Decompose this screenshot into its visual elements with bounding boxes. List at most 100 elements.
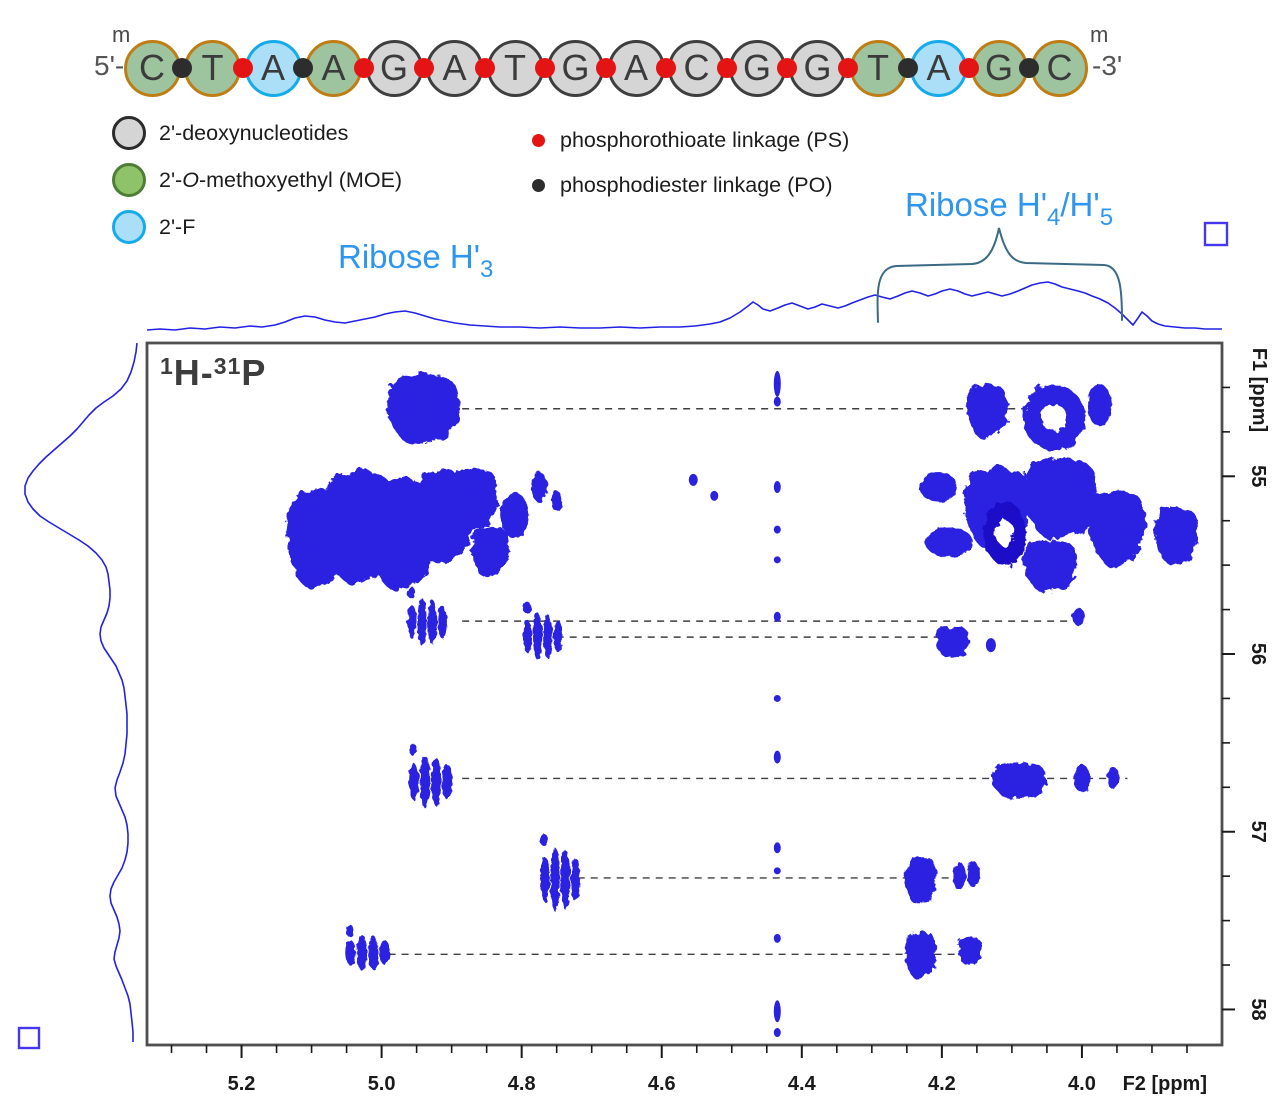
nmr-peak: [966, 861, 980, 888]
nucleotide-letter: A: [926, 47, 951, 88]
ribose-h3-annotation: Ribose H'3: [338, 238, 493, 283]
moe-circle-swatch: [112, 163, 146, 197]
t1-noise-speck: [773, 867, 781, 875]
phosphorothioate-linkage-dot: [716, 58, 737, 78]
p-superscript: 31: [213, 353, 242, 379]
legend-label: phosphodiester linkage (PO): [560, 173, 833, 197]
ribose-h3-subscript: 3: [480, 256, 494, 283]
nucleotide-letter: C: [139, 47, 165, 88]
f2-tick-label: 4.0: [1068, 1073, 1096, 1095]
legend-item-moe: 2'-O-methoxyethyl (MOE): [112, 163, 402, 197]
t1-noise-speck: [773, 556, 781, 564]
legend-backbone-linkages: phosphorothioate linkage (PS) phosphodies…: [522, 128, 849, 218]
nmr-peak-donut: [983, 501, 1026, 566]
ribose-h45-text-2: /H': [1060, 186, 1100, 223]
t1-noise-speck: [773, 694, 781, 702]
nmr-peak-cluster: [957, 937, 982, 966]
f-circle-swatch: [112, 210, 146, 244]
nucleotide-15-G: G: [970, 39, 1028, 97]
nmr-peak-multiplet: [407, 586, 447, 647]
phosphorothioate-linkage-dot: [474, 58, 495, 78]
ribose-h45-annotation: Ribose H'4/H'5: [905, 186, 1113, 231]
legend-item-f: 2'-F: [112, 210, 402, 244]
t1-noise-speck: [773, 525, 781, 534]
f2-tick-label: 4.4: [788, 1073, 817, 1095]
legend-sugar-chemistry: 2'-deoxynucleotides 2'-O-methoxyethyl (MO…: [112, 116, 402, 257]
nmr-peak: [952, 862, 966, 891]
nmr-peak-multiplet: [345, 924, 390, 971]
plot-frame: [145, 341, 1224, 1047]
nmr-peak-cluster: [904, 856, 937, 905]
legend-item-deoxy: 2'-deoxynucleotides: [112, 116, 402, 150]
five-prime-methyl-label: m: [112, 22, 131, 47]
phosphorothioate-linkage-dot: [535, 58, 556, 78]
f1-axis: 55 56 57 58 F1 [ppm]: [1222, 348, 1270, 1021]
nucleotide-letter: C: [1046, 47, 1073, 88]
nucleotide-letter: G: [984, 47, 1013, 88]
phosphodiester-linkage-dot: [293, 58, 314, 78]
phosphorothioate-linkage-dot: [414, 58, 435, 78]
nucleotide-4-A: A: [305, 39, 362, 97]
legend-label: phosphorothioate linkage (PS): [560, 128, 850, 152]
phosphorothioate-linkage-dot: [958, 58, 979, 78]
nmr-peak-cluster: [966, 384, 1008, 439]
t1-noise-speck: [773, 1000, 781, 1023]
legend-label: 2'-deoxynucleotides: [159, 120, 349, 145]
ribose-h45-subscript-4: 4: [1047, 204, 1061, 231]
f2-tick-label: 5.0: [368, 1073, 396, 1095]
f2-tick-label: 4.6: [648, 1073, 676, 1095]
f1-projection-trace: [24, 342, 138, 1042]
nmr-peak: [531, 471, 548, 502]
experiment-type-label: 1H-31P: [160, 352, 266, 394]
t1-noise-speck: [773, 480, 781, 493]
f1-tick-label: 56: [1247, 643, 1269, 665]
nmr-peak: [551, 491, 563, 512]
peak-layer: [286, 370, 1198, 1038]
nmr-peak: [1103, 551, 1124, 568]
legend-label: 2'-O-methoxyethyl (MOE): [159, 167, 403, 192]
phosphorothioate-linkage-dot: [232, 58, 253, 78]
f2-tick-label: 4.2: [928, 1073, 956, 1095]
nmr-peak-multiplet: [540, 834, 580, 912]
legend-item-ps: phosphorothioate linkage (PS): [522, 128, 849, 153]
nucleotide-12-G: G: [789, 39, 846, 97]
nmr-peak-cluster: [1023, 455, 1097, 540]
t1-noise-speck: [773, 611, 781, 622]
nucleotide-letter: G: [379, 47, 408, 88]
legend-item-po: phosphodiester linkage (PO): [522, 173, 849, 198]
three-prime-methyl-label: m: [1090, 22, 1109, 47]
nucleotide-letter: T: [504, 47, 526, 88]
nmr-peak-cluster: [904, 930, 937, 980]
nmr-peak: [924, 527, 973, 558]
phosphorothioate-linkage-dot: [595, 58, 616, 78]
nmr-peak: [1072, 607, 1085, 626]
f1-tick-label: 57: [1247, 821, 1269, 843]
t1-noise-speck: [773, 750, 781, 764]
nmr-peak-multiplet: [522, 601, 563, 660]
nucleotide-letter: T: [201, 47, 224, 88]
t1-noise-speck: [773, 933, 781, 943]
annotation-marker-square-bottom-left: [17, 1026, 41, 1050]
five-prime-label: 5'-: [94, 50, 125, 81]
nmr-peak-cluster: [386, 372, 460, 445]
t1-noise-speck: [773, 842, 781, 854]
f2-tick-label: 5.2: [228, 1073, 256, 1095]
nucleotide-letter: G: [742, 47, 771, 88]
nucleotide-letter: A: [623, 47, 648, 88]
nucleotide-letter: C: [683, 47, 710, 88]
annotation-marker-square-top-right: [1203, 221, 1229, 247]
nmr-peak-speck: [985, 638, 996, 653]
nmr-peak: [1107, 767, 1120, 790]
phosphorothioate-linkage-dot: [837, 58, 858, 78]
nmr-peak-cluster: [471, 525, 509, 578]
f2-projection-trace: [146, 281, 1222, 331]
phosphodiester-linkage-dot: [898, 58, 919, 78]
nmr-peak-cluster: [454, 467, 498, 529]
phosphorothioate-linkage-dot: [656, 58, 677, 78]
nmr-peak: [500, 492, 529, 539]
phosphodiester-linkage-dot: [1019, 58, 1040, 78]
p-label: P: [241, 352, 267, 393]
nucleotide-letter: A: [260, 47, 285, 88]
nmr-peak-speck: [710, 490, 719, 501]
